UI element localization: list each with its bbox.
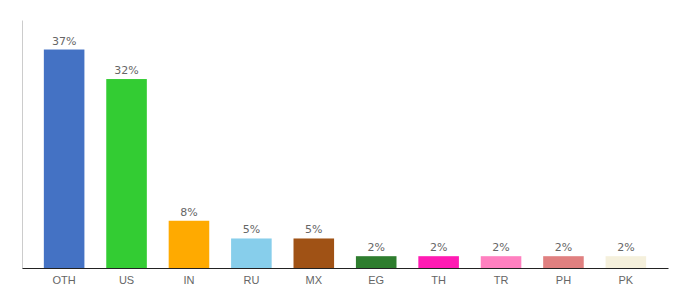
data-labels: 37% 32% 8% 5% 5% 2% 2% 2% 2% 2% — [52, 35, 635, 255]
data-label: 2% — [492, 241, 509, 254]
x-tick-label: IN — [183, 274, 194, 286]
x-tick-label: PK — [619, 274, 634, 286]
data-label: 37% — [52, 35, 76, 48]
x-tick-label: TH — [431, 274, 446, 286]
bar — [606, 256, 647, 268]
data-label: 2% — [555, 241, 572, 254]
plot: OTH US IN RU MX EG TH TR PH PK 37% 32% 8% 5% 5% 2% 2% 2% 2… — [23, 21, 669, 286]
x-axis: OTH US IN RU MX EG TH TR PH PK — [23, 269, 669, 286]
x-tick: OTH — [53, 274, 76, 286]
x-tick: TH — [431, 274, 446, 286]
x-tick: EG — [368, 274, 384, 286]
bar — [106, 79, 147, 268]
x-tick-label: RU — [243, 274, 259, 286]
bars — [44, 50, 646, 268]
bar — [418, 256, 459, 268]
chart: OTH US IN RU MX EG TH TR PH PK 37% 32% 8% 5% 5% 2% 2% 2% 2… — [0, 0, 680, 300]
x-tick-label: EG — [368, 274, 384, 286]
bar — [543, 256, 584, 268]
bar — [169, 221, 210, 268]
x-tick-label: PH — [556, 274, 571, 286]
data-label: 2% — [430, 241, 447, 254]
data-label: 2% — [367, 241, 384, 254]
x-tick-label: US — [119, 274, 134, 286]
x-tick: PK — [619, 274, 634, 286]
data-label: 5% — [305, 223, 322, 236]
bar — [481, 256, 522, 268]
bar — [294, 238, 335, 268]
y-axis — [22, 21, 23, 269]
data-label: 8% — [180, 206, 197, 219]
x-axis-line — [23, 268, 669, 269]
x-tick: RU — [243, 274, 259, 286]
bar — [231, 238, 272, 268]
x-tick: PH — [556, 274, 571, 286]
x-tick: MX — [306, 274, 323, 286]
data-label: 5% — [243, 223, 260, 236]
y-axis-line — [22, 21, 23, 269]
data-label: 32% — [114, 64, 138, 77]
x-tick-label: OTH — [53, 274, 76, 286]
x-tick-label: MX — [306, 274, 323, 286]
x-tick-label: TR — [494, 274, 509, 286]
data-label: 2% — [617, 241, 634, 254]
bar — [44, 50, 85, 268]
x-tick: TR — [494, 274, 509, 286]
bar — [356, 256, 397, 268]
x-tick: IN — [183, 274, 194, 286]
x-tick: US — [119, 274, 134, 286]
